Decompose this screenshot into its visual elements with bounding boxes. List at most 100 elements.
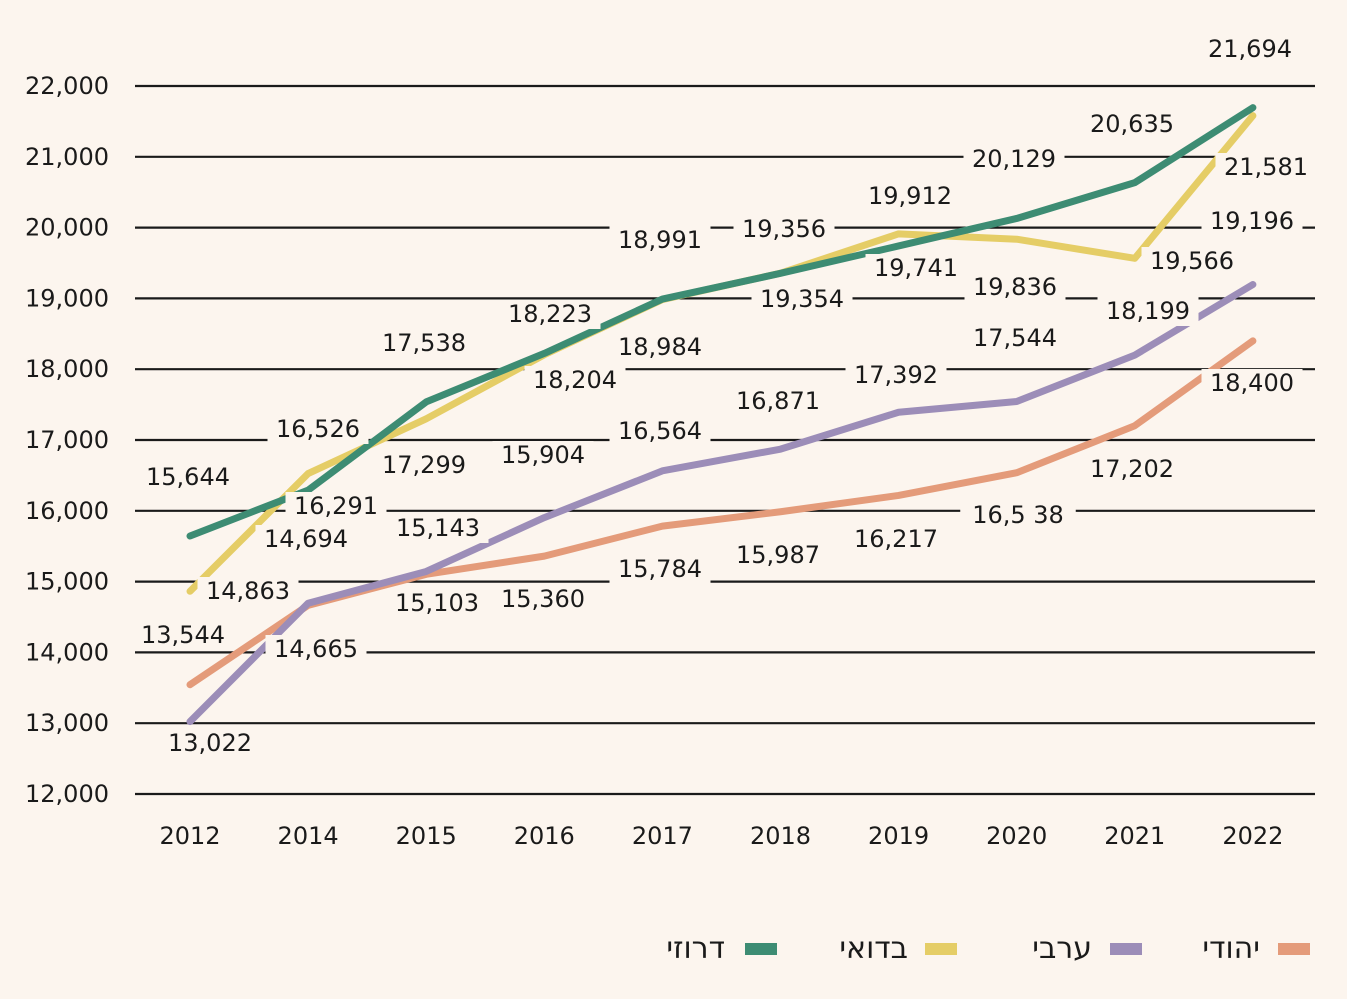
data-label-bg — [960, 501, 1076, 530]
data-label-bg — [609, 555, 711, 584]
data-label-bg — [845, 361, 947, 390]
data-label: 18,991 — [618, 226, 702, 254]
data-label-bg — [499, 300, 601, 329]
data-label-bg — [609, 417, 711, 446]
y-tick-label: 15,000 — [25, 568, 109, 596]
x-tick-label: 2021 — [1104, 822, 1165, 850]
data-label: 16,526 — [276, 415, 360, 443]
data-label: 18,199 — [1106, 297, 1190, 325]
legend-swatch — [1110, 943, 1142, 955]
data-label-bg — [751, 285, 853, 314]
data-label-bg — [1141, 247, 1243, 276]
y-axis-ticks: 12,000 13,000 14,000 15,000 16,000 17,000 18,0… — [25, 72, 109, 808]
data-label-bg — [285, 492, 387, 521]
x-tick-label: 2015 — [396, 822, 457, 850]
data-label: 14,694 — [264, 525, 348, 553]
data-label: 15,987 — [736, 541, 820, 569]
data-label-bg — [387, 514, 489, 543]
data-label: 17,392 — [854, 361, 938, 389]
data-label: 13,022 — [168, 729, 252, 757]
series-lines — [186, 104, 1257, 726]
data-label-bg — [1215, 153, 1317, 182]
y-tick-label: 20,000 — [25, 214, 109, 242]
y-tick-label: 14,000 — [25, 638, 109, 666]
legend-swatch — [745, 943, 777, 955]
y-tick-label: 21,000 — [25, 143, 109, 171]
x-tick-label: 2022 — [1222, 822, 1283, 850]
data-label-bg — [727, 541, 829, 570]
data-label: 18,984 — [618, 333, 702, 361]
data-label-bg — [386, 589, 488, 618]
data-label-bg — [963, 145, 1065, 174]
x-tick-label: 2016 — [514, 822, 575, 850]
y-tick-label: 22,000 — [25, 72, 109, 100]
data-label: 19,912 — [868, 182, 952, 210]
data-label-bg — [265, 635, 367, 664]
data-label-bg — [492, 585, 594, 614]
x-tick-label: 2012 — [159, 822, 220, 850]
data-label-bg — [733, 215, 835, 244]
data-label-bg — [492, 441, 594, 470]
data-label-bg — [727, 387, 829, 416]
data-labels: 15,644 16,291 17,538 18,223 18,991 19,354 19,7… — [132, 35, 1317, 758]
data-label-bg — [132, 621, 234, 650]
data-label-bg — [373, 451, 475, 480]
data-label: 20,129 — [972, 145, 1056, 173]
data-label-bg — [1081, 110, 1183, 139]
data-label: 16,564 — [618, 417, 702, 445]
data-label: 15,360 — [501, 585, 585, 613]
series-line — [186, 104, 1257, 540]
y-tick-label: 19,000 — [25, 284, 109, 312]
x-tick-label: 2018 — [750, 822, 811, 850]
legend-swatch — [925, 943, 957, 955]
data-label: 15,143 — [396, 514, 480, 542]
data-label: 14,665 — [274, 635, 358, 663]
x-tick-label: 2014 — [278, 822, 339, 850]
legend-label: דרוזי — [666, 931, 725, 966]
data-label-bg — [1081, 455, 1183, 484]
data-label-bg — [255, 525, 357, 554]
data-label-bg — [137, 463, 239, 492]
data-label: 20,635 — [1090, 110, 1174, 138]
legend-label: ערבי — [1032, 931, 1092, 966]
data-label-bg — [865, 254, 967, 283]
legend: דרוזי בדואי ערבי יהודי — [666, 931, 1310, 966]
data-label: 19,196 — [1210, 207, 1294, 235]
data-label: 19,566 — [1150, 247, 1234, 275]
data-label-bg — [609, 226, 711, 255]
data-label-bg — [1199, 35, 1301, 64]
x-axis-ticks: 2012 2014 2015 2016 2017 2018 2019 2020 2021 2022 — [159, 822, 1283, 850]
data-label: 15,644 — [146, 463, 230, 491]
data-label-bg — [267, 415, 369, 444]
data-label: 14,863 — [206, 577, 290, 605]
data-label: 18,400 — [1210, 369, 1294, 397]
data-label: 18,204 — [533, 366, 617, 394]
data-label: 16,5 38 — [972, 501, 1064, 529]
y-tick-label: 12,000 — [25, 780, 109, 808]
data-label-bg — [373, 329, 475, 358]
data-label: 17,544 — [973, 324, 1057, 352]
data-label-bg — [1201, 369, 1303, 398]
legend-swatch — [1278, 943, 1310, 955]
data-label-bg — [964, 273, 1066, 302]
data-label-bg — [845, 525, 947, 554]
data-label: 21,694 — [1208, 35, 1292, 63]
data-label: 15,904 — [501, 441, 585, 469]
data-label-bg — [1097, 297, 1199, 326]
data-label-bg — [859, 182, 961, 211]
data-label-bg — [964, 324, 1066, 353]
data-label: 21,581 — [1224, 153, 1308, 181]
legend-label: יהודי — [1202, 931, 1260, 966]
y-tick-label: 18,000 — [25, 355, 109, 383]
series-line — [186, 281, 1257, 726]
y-tick-label: 13,000 — [25, 709, 109, 737]
legend-label: בדואי — [839, 931, 908, 966]
x-tick-label: 2020 — [986, 822, 1047, 850]
data-label-bg — [197, 577, 299, 606]
data-label-bg — [159, 729, 261, 758]
data-label: 18,223 — [508, 300, 592, 328]
data-label: 19,741 — [874, 254, 958, 282]
y-tick-label: 16,000 — [25, 497, 109, 525]
